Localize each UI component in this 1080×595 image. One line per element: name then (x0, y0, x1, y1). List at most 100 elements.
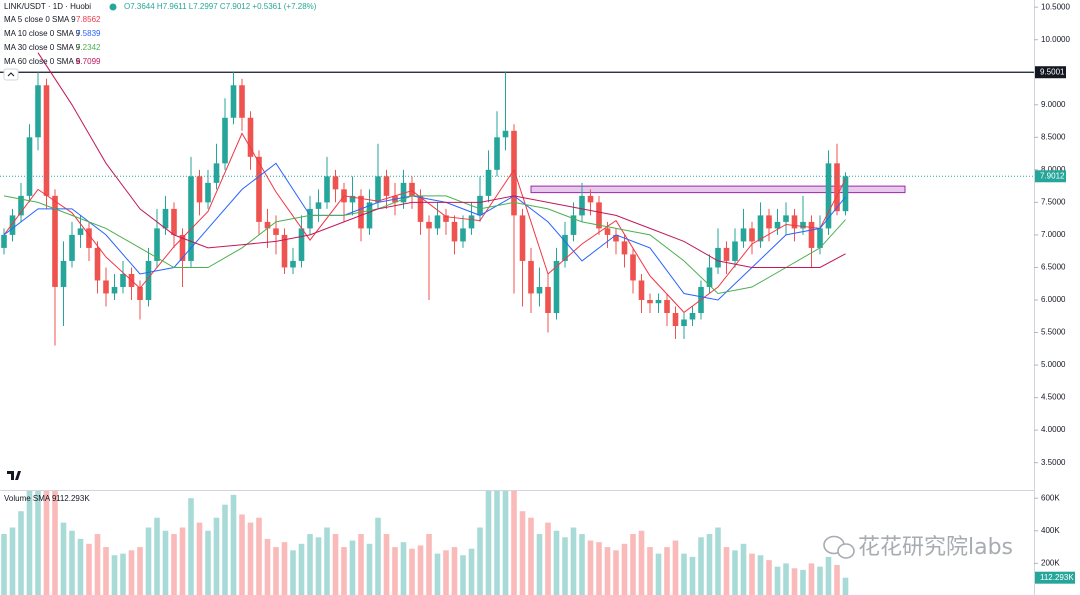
candle-body (111, 286, 118, 294)
candle-body (460, 228, 466, 242)
volume-bar (681, 553, 687, 595)
candle-body (349, 195, 356, 203)
candle-body (604, 228, 611, 235)
volume-bar (341, 547, 347, 595)
volume-bar (774, 566, 781, 595)
candle-body (553, 260, 560, 314)
volume-bar (307, 534, 313, 595)
candle-body (179, 234, 186, 261)
candle-body (664, 299, 670, 314)
logo (7, 471, 21, 480)
volume-bar (706, 534, 713, 595)
volume-bar (502, 490, 509, 595)
volume-bar (111, 555, 118, 595)
y-tick-label: 7.5000 (1041, 197, 1066, 206)
volume-bar (519, 511, 526, 595)
volume-bar (664, 547, 670, 595)
volume-bar (69, 530, 75, 595)
candle-body (400, 182, 407, 203)
volume-bar (315, 537, 322, 595)
legend-value: 7.5839 (76, 29, 101, 38)
volume-bar (740, 543, 747, 595)
volume-bar (817, 566, 823, 595)
volume-bar (188, 498, 194, 595)
candle-body (817, 228, 823, 248)
price-axis: 3.5000 4.0000 4.5000 5.0000 5.5000 6.0000 6.50… (1034, 2, 1075, 584)
volume-bar (417, 545, 424, 595)
candle-body (298, 228, 305, 261)
candle-body (732, 241, 738, 261)
legend: MA 5 close 0 SMA 9 7.8562 MA 10 close 0 SM… (4, 15, 101, 66)
candle-body (740, 228, 747, 242)
collapse-button[interactable] (3, 68, 19, 81)
volume-legend: Volume SMA 9 (4, 494, 57, 503)
candle-body (757, 215, 764, 242)
candle-body (681, 319, 687, 327)
volume-bar (553, 530, 560, 595)
volume-bar (528, 517, 534, 595)
volume-bar (205, 530, 211, 595)
volume-bar (715, 527, 721, 595)
candle-body (613, 234, 619, 242)
candle-body (434, 215, 441, 229)
ma-line (3, 162, 846, 301)
candle-body (307, 208, 313, 229)
candle-body (196, 176, 203, 203)
volume-bar (52, 490, 58, 595)
volume-bar (26, 490, 33, 595)
volume-bar (281, 542, 288, 595)
candle-body (281, 234, 288, 268)
volume-bar (128, 550, 135, 595)
candle-body (247, 117, 254, 157)
volume-bar (672, 540, 679, 595)
candle-body (290, 260, 296, 268)
candle-body (451, 221, 458, 242)
candle-body (383, 176, 390, 196)
volume-bar (358, 534, 364, 595)
volume-bar (392, 547, 398, 595)
volume-bar (808, 563, 815, 595)
candle-body (188, 176, 194, 261)
candle-body (587, 195, 594, 203)
candle-body (137, 286, 143, 300)
volume-bar (137, 547, 143, 595)
volume-bar (655, 553, 662, 595)
volume-bar (783, 563, 789, 595)
legend-name: MA 60 close 0 SMA 9 (4, 57, 81, 66)
candle-body (375, 176, 381, 203)
candle-body (766, 215, 772, 229)
candle-body (468, 215, 475, 229)
candle-body (366, 202, 373, 229)
y-tick-label: 8.5000 (1041, 132, 1066, 141)
candle-body (647, 299, 653, 304)
ma-line (3, 132, 846, 314)
candle-body (417, 195, 424, 222)
volume-bar (375, 517, 381, 595)
volume-bar (494, 490, 500, 595)
candle-body (579, 195, 585, 216)
candle-body (706, 267, 713, 287)
volume-bar (383, 534, 390, 595)
volume-bar (800, 569, 806, 595)
volume-bar (171, 534, 177, 595)
volume-bar (9, 527, 16, 595)
candle-body (162, 208, 169, 229)
volume-bar (290, 550, 296, 595)
candle-body (18, 195, 24, 216)
zone (530, 185, 906, 194)
volume-bar (842, 577, 849, 595)
volume-bar (400, 542, 407, 595)
candle-body (638, 280, 645, 300)
y-tick-label: 5.0000 (1041, 360, 1066, 369)
volume-tick-label: 200K (1041, 558, 1060, 567)
candle-body (672, 313, 679, 327)
candle-body (621, 241, 628, 255)
volume-bar (103, 547, 109, 595)
volume-bar (179, 527, 186, 595)
candle-body (409, 182, 415, 196)
legend-name: MA 30 close 0 SMA 9 (4, 43, 81, 52)
hline-label-box (1035, 66, 1066, 79)
volume-bar (434, 553, 441, 595)
candle-body (26, 137, 33, 196)
